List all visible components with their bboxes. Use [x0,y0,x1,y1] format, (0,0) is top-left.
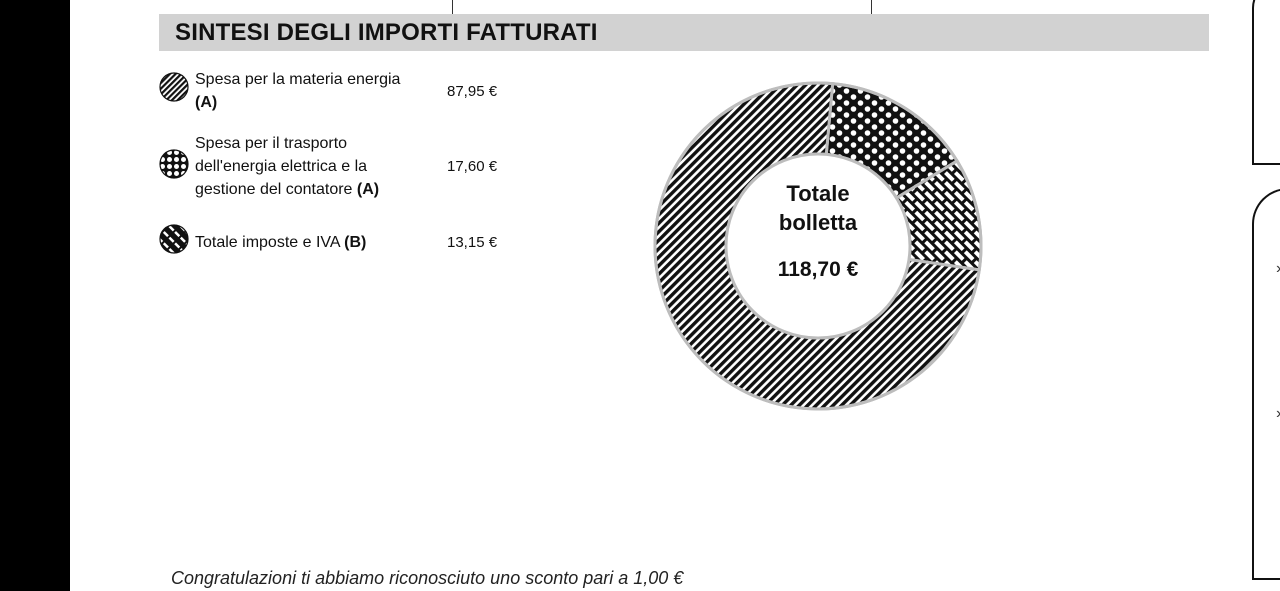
left-margin-bar [0,0,70,591]
side-panel [1252,0,1280,165]
legend-label: Spesa per il trasporto dell'energia elet… [195,135,368,198]
legend-value: 17,60 € [447,158,498,175]
legend-label: Totale imposte e IVA [195,234,340,251]
center-label-line: bolletta [779,210,858,235]
legend-label: Spesa per la materia energia [195,71,401,88]
legend-tag: (A) [356,181,380,198]
column-divider [871,0,872,14]
legend-value: 87,95 € [447,83,498,100]
column-divider [452,0,453,14]
donut-hole [724,152,912,340]
legend-item-imposte: Totale imposte e IVA (B) 13,15 € [159,224,519,258]
legend-item-materia-energia: Spesa per la materia energia (A) 87,95 € [159,70,519,118]
center-total-value: 118,70 € [778,258,859,281]
side-panel: › › [1252,188,1280,580]
diagonal-hatch-icon [159,72,189,102]
legend-value: 13,15 € [447,234,498,251]
legend-tag: (A) [195,94,218,111]
donut-chart: Totale bolletta 118,70 € [653,81,983,411]
center-label-line: Totale [786,181,849,206]
section-title: SINTESI DEGLI IMPORTI FATTURATI [159,14,1209,51]
side-panel-marker-icon: › [1276,260,1280,278]
discount-note: Congratulazioni ti abbiamo riconosciuto … [171,568,684,588]
side-panel-marker-icon: › [1276,405,1280,423]
donut-outer-ring [653,81,983,411]
legend-item-trasporto: Spesa per il trasporto dell'energia elet… [159,133,519,203]
hexagon-pattern-icon [159,149,189,179]
brick-pattern-icon [159,224,189,254]
legend-tag: (B) [344,234,367,251]
